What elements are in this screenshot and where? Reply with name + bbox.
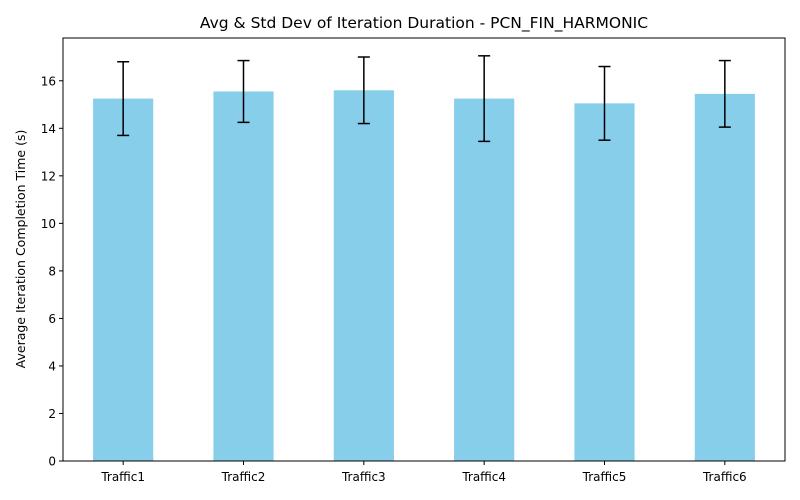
y-tick-label-14: 14 xyxy=(41,122,56,136)
bar-traffic4 xyxy=(454,98,515,461)
chart-title: Avg & Std Dev of Iteration Duration - PC… xyxy=(200,14,648,33)
plot-area: 0 2 4 6 8 10 12 14 16 Traffic1 Traffic2 Traffic3 Tra… xyxy=(41,37,786,484)
plot-frame xyxy=(62,37,786,462)
x-tick-label-traffic3: Traffic3 xyxy=(341,470,386,484)
y-tick-label-16: 16 xyxy=(41,74,56,88)
y-tick-label-0: 0 xyxy=(48,455,56,469)
bar-traffic5 xyxy=(574,103,635,461)
y-tick-label-6: 6 xyxy=(48,312,56,326)
y-tick-label-8: 8 xyxy=(48,264,56,278)
bar-traffic2 xyxy=(213,91,274,461)
x-tick-label-traffic6: Traffic6 xyxy=(702,470,747,484)
x-tick-label-traffic1: Traffic1 xyxy=(100,470,145,484)
y-axis-label: Average Iteration Completion Time (s) xyxy=(13,130,28,369)
y-tick-label-4: 4 xyxy=(48,359,56,373)
bar-traffic3 xyxy=(333,90,394,462)
y-tick-label-12: 12 xyxy=(41,169,56,183)
x-tick-label-traffic2: Traffic2 xyxy=(221,470,266,484)
y-tick-label-2: 2 xyxy=(48,407,56,421)
bar-traffic1 xyxy=(93,98,154,461)
x-tick-label-traffic5: Traffic5 xyxy=(582,470,627,484)
bar-traffic6 xyxy=(694,93,755,461)
x-tick-label-traffic4: Traffic4 xyxy=(461,470,506,484)
y-tick-label-10: 10 xyxy=(41,217,56,231)
